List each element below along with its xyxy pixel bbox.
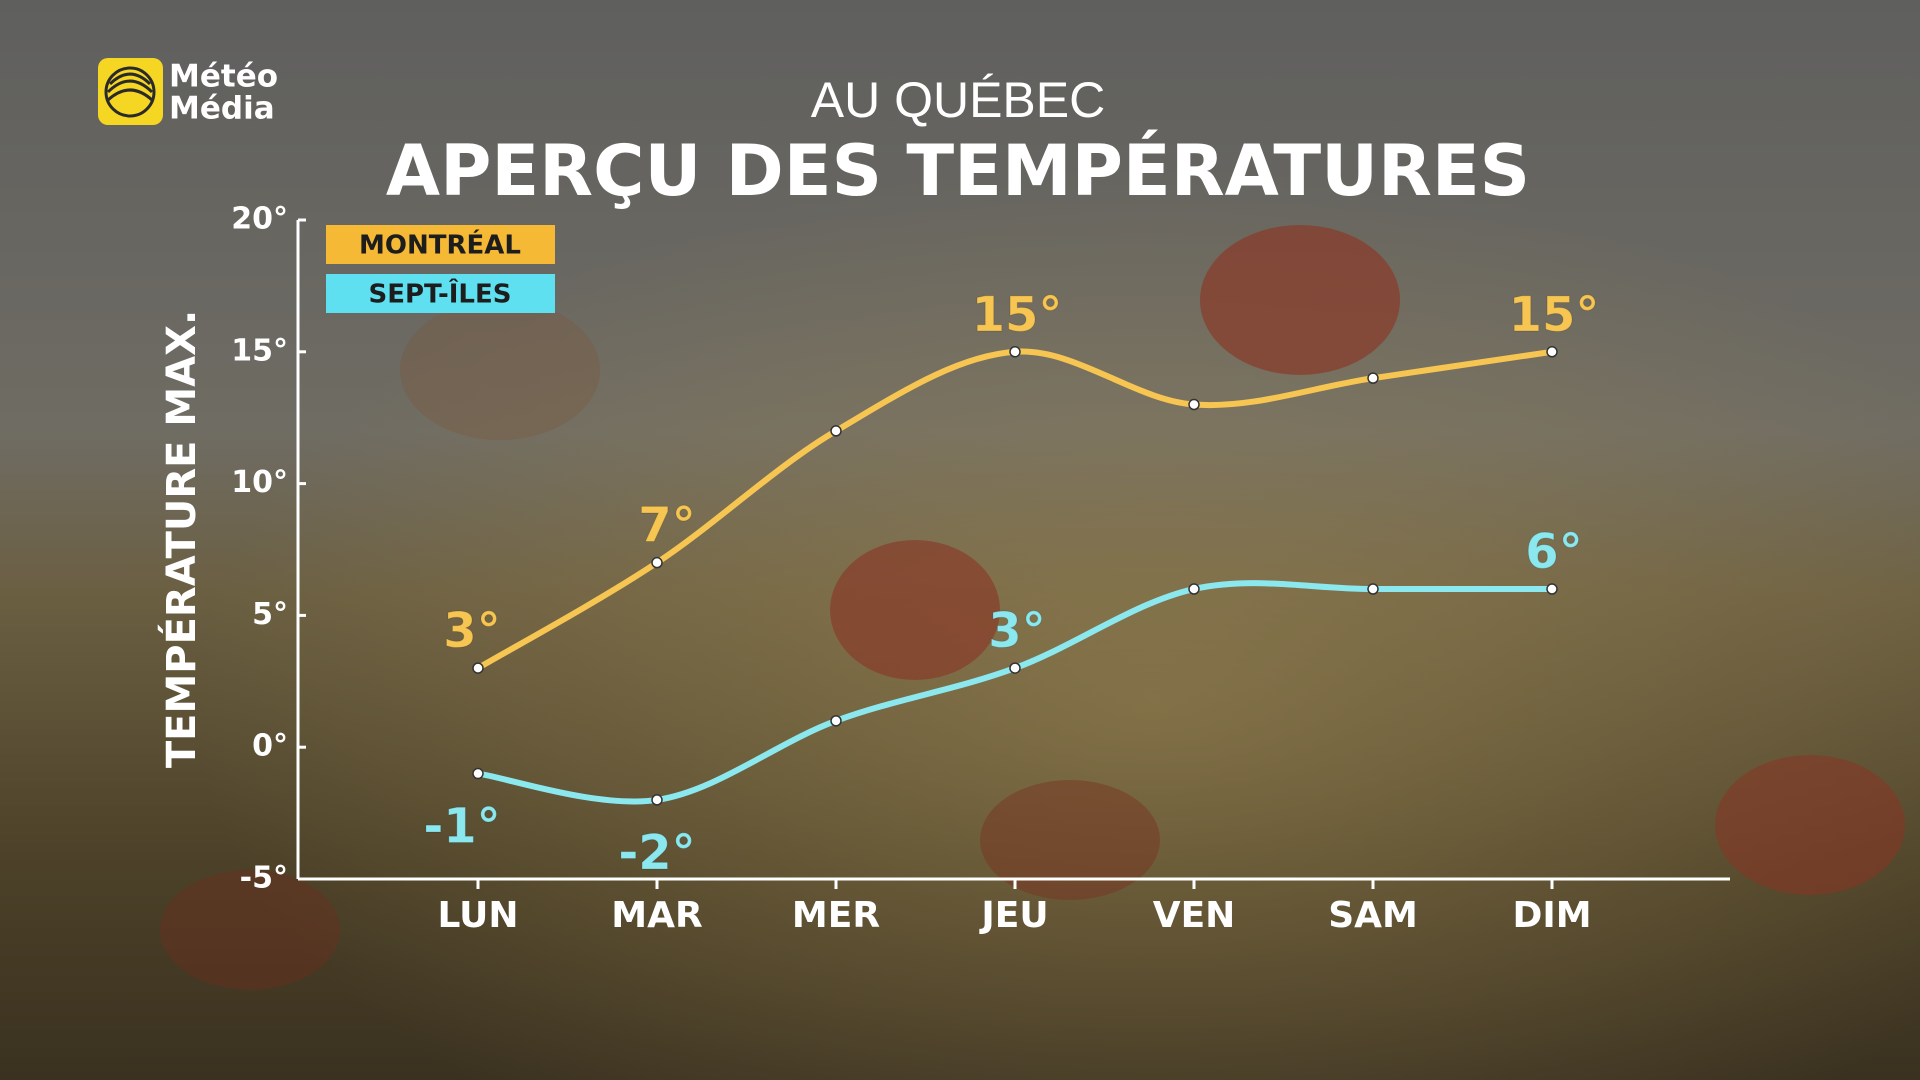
legend-swatch xyxy=(326,225,555,264)
data-point xyxy=(651,556,663,569)
x-tick-label: MAR xyxy=(611,895,702,936)
logo-globe xyxy=(104,66,156,118)
data-point xyxy=(1188,583,1200,595)
y-tick-label: -5° xyxy=(240,861,288,896)
logo-text: Météo xyxy=(169,59,278,95)
data-point xyxy=(1009,662,1021,674)
logo-lines xyxy=(106,72,154,102)
data-point xyxy=(830,425,842,437)
data-label: -2° xyxy=(618,825,695,881)
y-axis-label: TEMPÉRATURE MAX. xyxy=(157,310,205,768)
logo: Météo Média xyxy=(98,58,278,127)
data-point xyxy=(472,662,484,674)
x-tick-label: SAM xyxy=(1328,895,1418,936)
x-tick-label: DIM xyxy=(1512,895,1591,936)
data-label: 15° xyxy=(972,287,1063,343)
data-label: 3° xyxy=(988,603,1045,659)
data-point xyxy=(1367,372,1379,384)
x-tick-label: JEU xyxy=(978,895,1048,936)
data-label: 7° xyxy=(638,498,695,554)
chart-subtitle: AU QUÉBEC xyxy=(811,72,1106,128)
x-tick-label: VEN xyxy=(1153,895,1236,936)
logo-text: Média xyxy=(169,91,275,127)
y-tick-label: 15° xyxy=(231,333,288,368)
chart-title: APERÇU DES TEMPÉRATURES xyxy=(386,130,1530,212)
legend-swatch xyxy=(326,274,555,313)
y-tick-label: 0° xyxy=(252,729,288,764)
y-tick-label: 5° xyxy=(252,597,288,632)
legend-label: SEPT-ÎLES xyxy=(369,278,512,310)
x-tick-label: MER xyxy=(792,895,880,936)
data-label: -1° xyxy=(423,799,500,855)
data-point xyxy=(830,715,842,727)
data-point xyxy=(472,767,484,780)
data-label: 15° xyxy=(1509,287,1600,343)
x-tick-label: LUN xyxy=(437,895,518,936)
y-tick-label: 20° xyxy=(231,202,288,237)
data-label: 6° xyxy=(1525,524,1582,580)
data-point xyxy=(651,794,663,806)
data-label: 3° xyxy=(443,603,500,659)
data-point xyxy=(1188,398,1200,411)
y-tick-label: 10° xyxy=(231,465,288,500)
data-point xyxy=(1009,346,1021,358)
data-point xyxy=(1546,346,1558,358)
data-point xyxy=(1367,583,1379,595)
data-point xyxy=(1546,583,1558,595)
legend-label: MONTRÉAL xyxy=(359,229,521,261)
